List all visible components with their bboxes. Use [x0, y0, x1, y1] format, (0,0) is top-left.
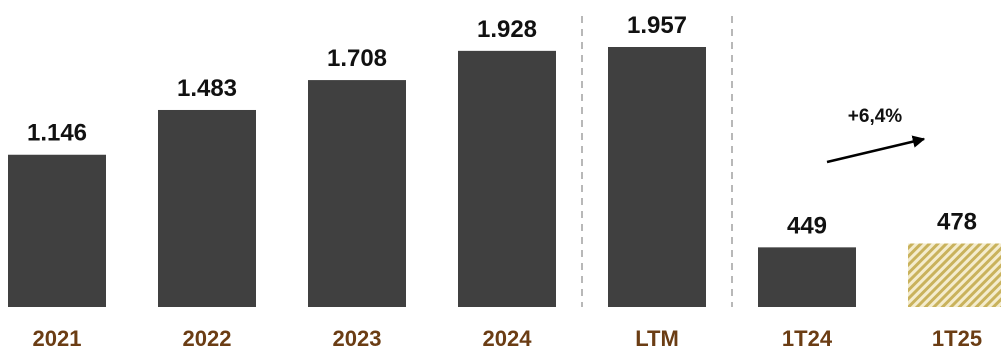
- value-label-1t25: 478: [937, 208, 977, 235]
- category-label-2021: 2021: [33, 326, 82, 351]
- value-label-1t24: 449: [787, 212, 827, 239]
- bars-group: [8, 47, 1001, 308]
- category-label-2022: 2022: [183, 326, 232, 351]
- bar-2023: [308, 80, 406, 308]
- separator-lines: [581, 16, 733, 307]
- category-label-1t24: 1T24: [782, 326, 833, 351]
- value-label-2023: 1.708: [327, 45, 387, 72]
- value-label-2022: 1.483: [177, 75, 237, 102]
- category-label-ltm: LTM: [635, 326, 679, 351]
- growth-annotation: +6,4%: [826, 106, 926, 164]
- category-labels-group: 2021 2022 2023 2024 LTM 1T24 1T25: [33, 326, 983, 351]
- value-labels-group: 1.146 1.483 1.708 1.928 1.957 449 478: [27, 12, 977, 239]
- bar-2022: [158, 109, 256, 307]
- bar-2021: [8, 154, 106, 307]
- growth-annotation-label: +6,4%: [848, 106, 903, 127]
- value-label-2024: 1.928: [477, 16, 537, 43]
- value-label-2021: 1.146: [27, 120, 87, 147]
- bar-1t24: [758, 247, 856, 307]
- bar-2024: [458, 50, 556, 307]
- category-label-1t25: 1T25: [932, 326, 982, 351]
- category-label-2024: 2024: [483, 326, 533, 351]
- bar-ltm: [608, 47, 706, 307]
- bar-1t25: [908, 243, 1001, 307]
- growth-arrow-icon: [826, 135, 926, 164]
- category-label-2023: 2023: [333, 326, 382, 351]
- value-label-ltm: 1.957: [627, 12, 687, 39]
